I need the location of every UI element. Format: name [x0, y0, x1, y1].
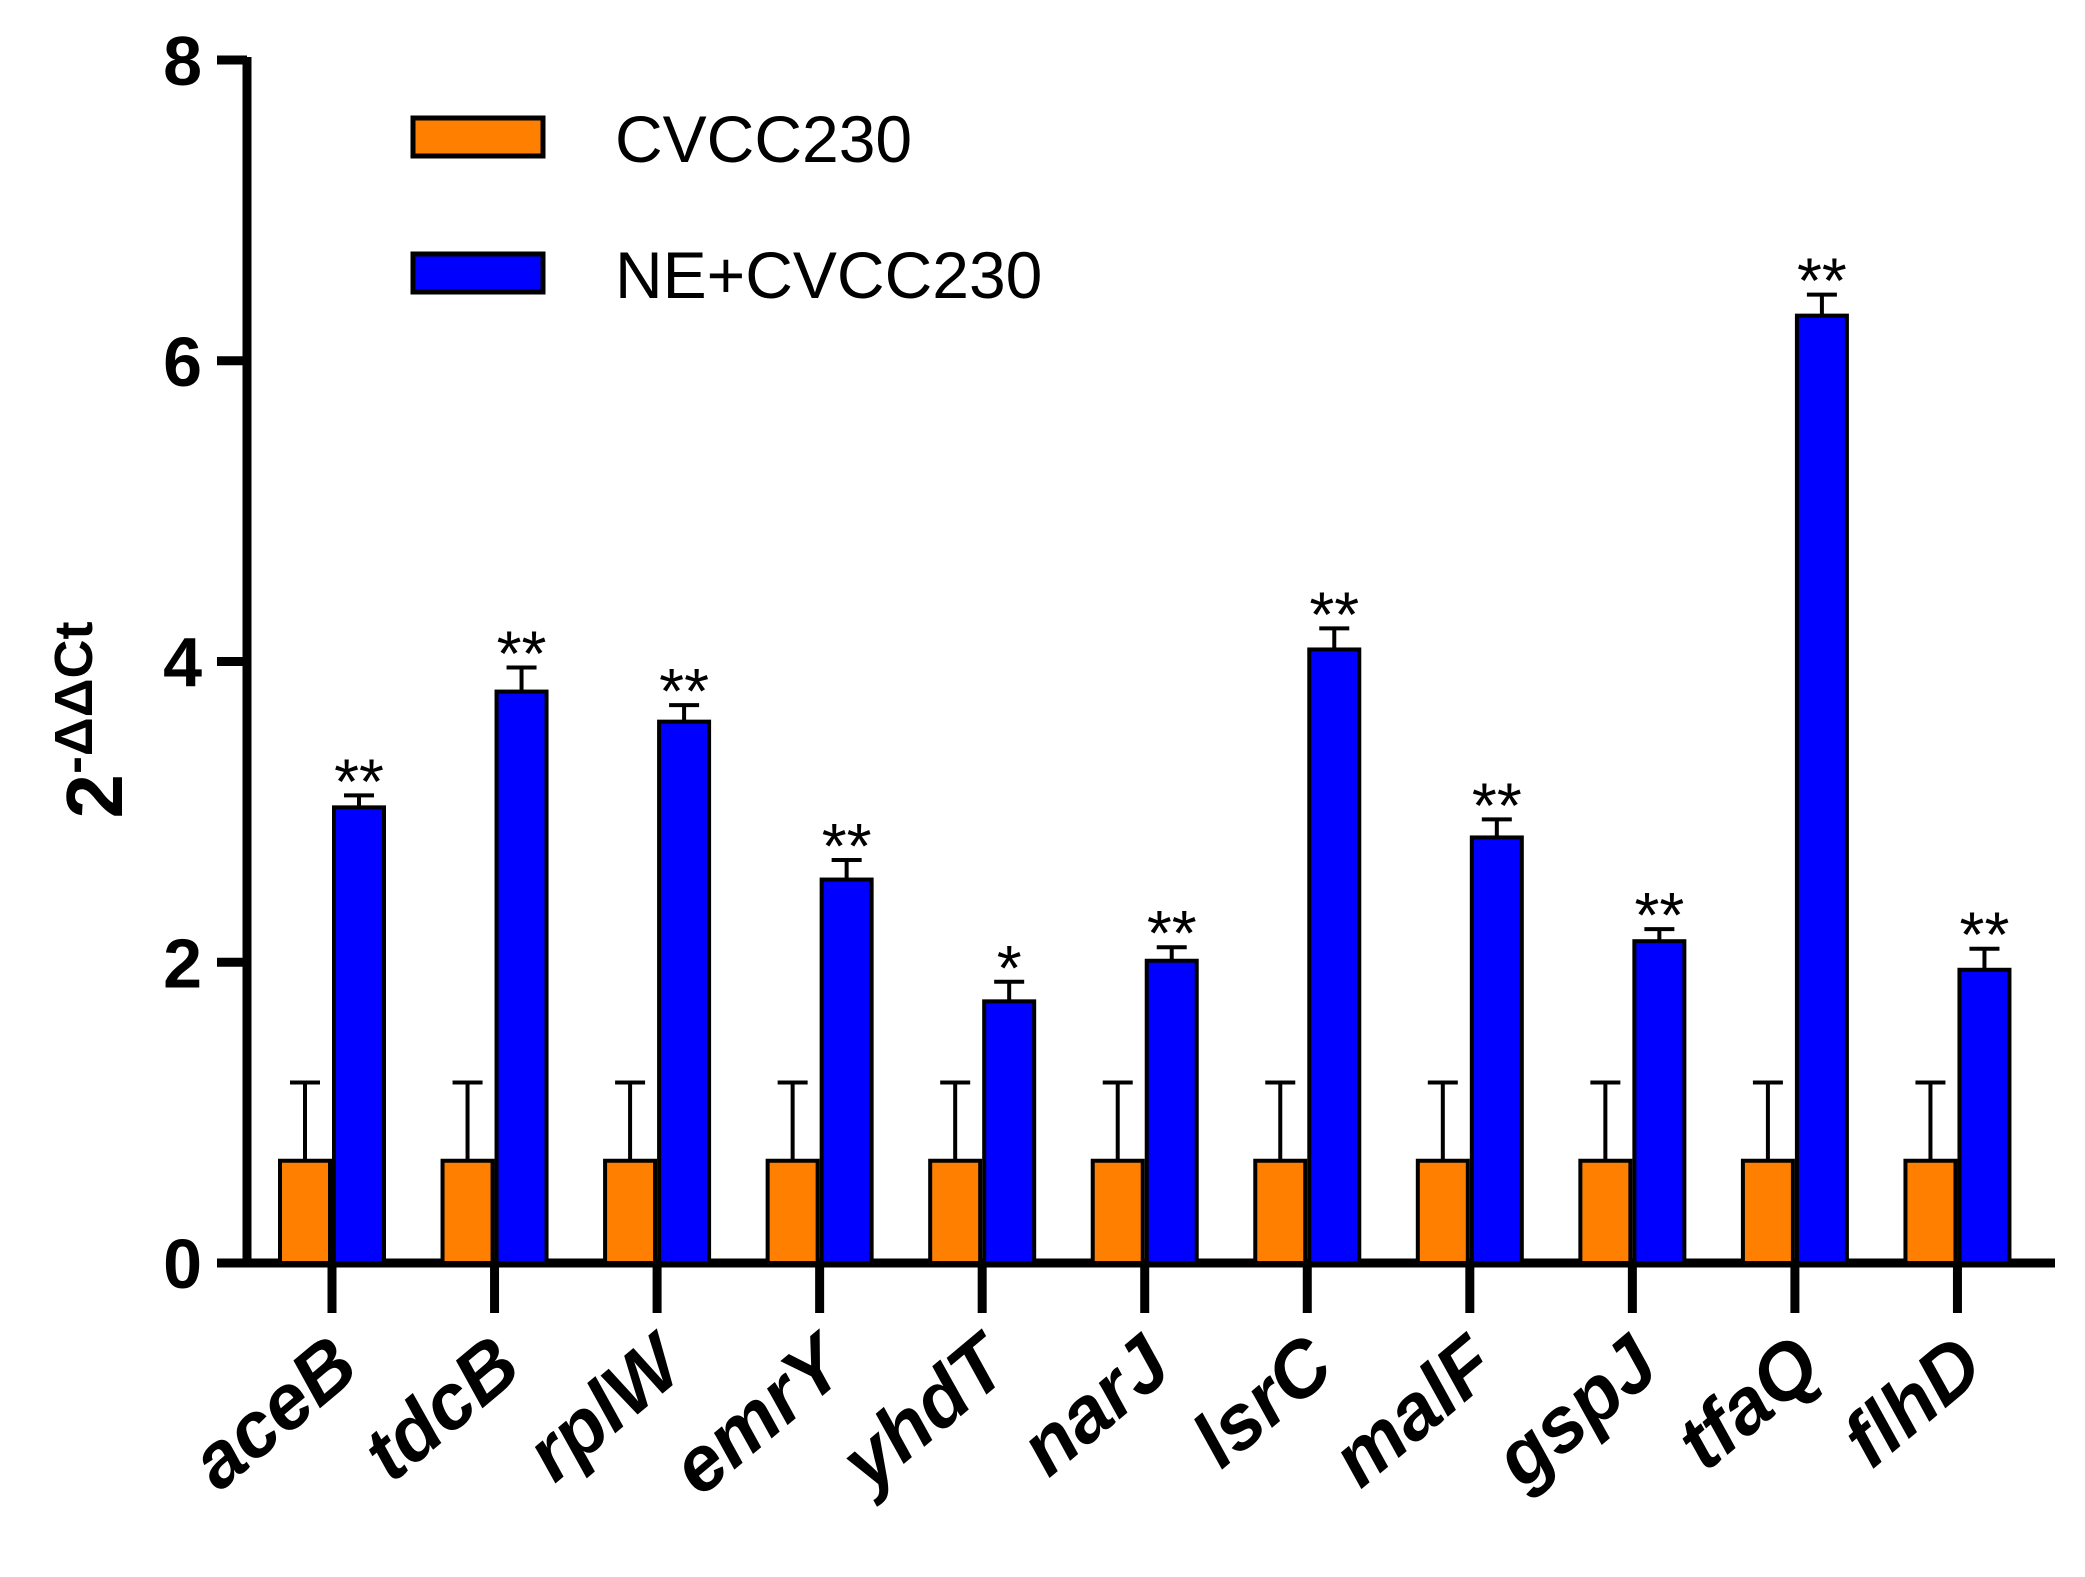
bar-ne-cvcc230-narJ [1144, 958, 1199, 1266]
bar-cvcc230-flhD [1903, 1158, 1958, 1265]
x-tick-label-lsrC: lsrC [1175, 1318, 1349, 1484]
y-tick-label-2: 2 [163, 924, 202, 1002]
bar-ne-cvcc230-aceB [332, 805, 386, 1266]
x-tick-label-tdcB: tdcB [346, 1319, 535, 1498]
x-tick-label-aceB: aceB [174, 1319, 373, 1506]
bar-cvcc230-narJ [1090, 1158, 1145, 1265]
y-axis-title-superscript: -ΔΔCt [44, 621, 104, 774]
significance-malF: ** [1472, 769, 1522, 841]
significance-rplW: ** [659, 655, 709, 727]
y-tick-label-6: 6 [163, 323, 202, 401]
bar-cvcc230-tdcB [440, 1158, 495, 1265]
y-tick-label-4: 4 [163, 624, 202, 702]
significance-yhdT: * [997, 932, 1022, 1004]
y-tick-label-0: 0 [163, 1225, 202, 1303]
bar-ne-cvcc230-tfaQ [1794, 313, 1849, 1265]
x-tick-label-emrY: emrY [655, 1315, 866, 1512]
bar-cvcc230-lsrC [1253, 1158, 1308, 1265]
bar-cvcc230-tfaQ [1740, 1158, 1795, 1265]
significance-narJ: ** [1147, 897, 1197, 969]
bar-ne-cvcc230-tdcB [494, 689, 549, 1265]
x-tick-label-gspJ: gspJ [1476, 1318, 1674, 1504]
significance-tfaQ: ** [1797, 245, 1847, 317]
legend-swatch-cvcc230 [410, 115, 546, 159]
bar-ne-cvcc230-rplW [657, 719, 712, 1265]
significance-gspJ: ** [1634, 879, 1684, 951]
legend: CVCC230 NE+CVCC230 [410, 102, 1042, 312]
x-tick-label-rplW: rplW [509, 1315, 703, 1498]
bar-ne-cvcc230-yhdT [982, 999, 1037, 1265]
x-tick-label-narJ: narJ [1003, 1318, 1187, 1492]
bar-ne-cvcc230-malF [1469, 835, 1524, 1265]
bar-ne-cvcc230-emrY [819, 877, 874, 1265]
bar-ne-cvcc230-gspJ [1632, 939, 1687, 1265]
x-tick-label-tfaQ: tfaQ [1660, 1319, 1836, 1487]
bar-cvcc230-yhdT [928, 1158, 983, 1265]
legend-label-cvcc230: CVCC230 [615, 102, 912, 176]
bar-cvcc230-rplW [603, 1158, 658, 1265]
significance-flhD: ** [1960, 899, 2010, 971]
significance-tdcB: ** [497, 618, 547, 690]
x-tick-label-flhD: flhD [1826, 1319, 1999, 1484]
bar-ne-cvcc230-lsrC [1307, 647, 1362, 1265]
bar-cvcc230-gspJ [1578, 1158, 1633, 1265]
bar-cvcc230-emrY [765, 1158, 820, 1265]
y-axis-title-base: 2 [50, 774, 139, 819]
legend-swatch-ne-cvcc230 [410, 251, 546, 295]
significance-emrY: ** [822, 810, 872, 882]
x-tick-label-malF: malF [1315, 1317, 1513, 1503]
bar-ne-cvcc230-flhD [1957, 967, 2012, 1265]
bar-cvcc230-aceB [278, 1158, 332, 1265]
significance-aceB: ** [334, 745, 384, 817]
y-axis-title: 2-ΔΔCt [44, 621, 139, 818]
plot-area: 0 2 4 6 8 ** aceB ** tdcB ** rplW ** emrY * yhdT ** narJ… [163, 22, 2055, 1511]
bar-cvcc230-malF [1415, 1158, 1470, 1265]
y-tick-label-8: 8 [163, 22, 202, 100]
significance-lsrC: ** [1309, 578, 1359, 650]
legend-label-ne-cvcc230: NE+CVCC230 [615, 238, 1042, 312]
x-tick-label-yhdT: yhdT [821, 1315, 1028, 1509]
